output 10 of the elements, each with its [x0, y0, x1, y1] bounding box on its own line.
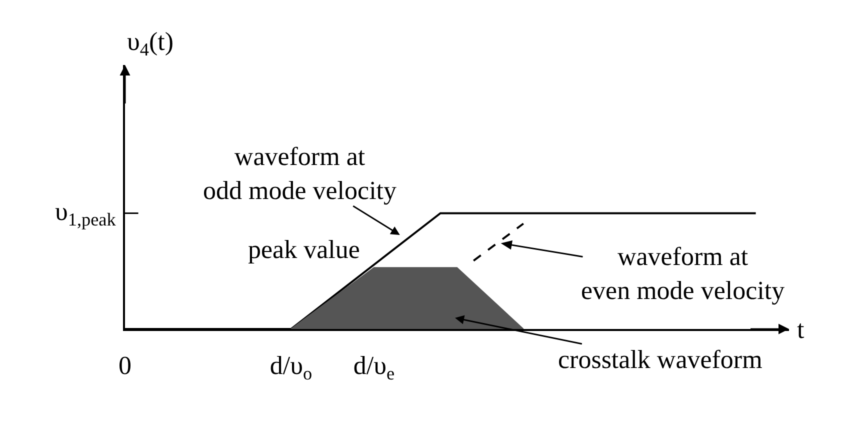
x-tick-label: 0 — [118, 350, 132, 380]
annotation: peak value — [248, 235, 360, 264]
annotation: waveform at even mode velocity — [581, 242, 785, 305]
text: waveform at odd mode velocity — [203, 142, 397, 205]
x-axis-title: t — [797, 315, 805, 344]
text: υ$_{4}$(t) — [127, 27, 174, 60]
text: υ$_{1,peak}$ — [55, 197, 117, 230]
text: crosstalk waveform — [558, 345, 762, 374]
x-tick-label: d/υ$_{e}$ — [353, 350, 395, 384]
x-tick-label: d/υ$_{o}$ — [270, 350, 312, 384]
